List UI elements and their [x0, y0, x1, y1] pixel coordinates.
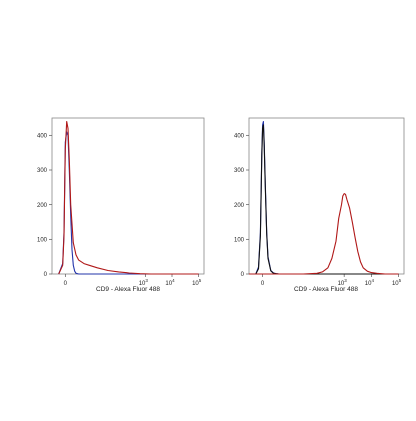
y-tick-label: 0 — [241, 272, 245, 278]
y-tick-label: 100 — [234, 238, 245, 244]
histogram-series — [58, 120, 199, 275]
plot-frame — [51, 117, 205, 275]
y-tick-label: 300 — [234, 168, 245, 174]
histogram-curve — [58, 120, 199, 275]
x-tick-label: 105 — [392, 278, 402, 287]
y-tick-label: 0 — [44, 272, 48, 278]
histogram-series — [249, 120, 399, 275]
x-tick-label: 0 — [261, 281, 265, 287]
x-tick-label: 103 — [338, 278, 348, 287]
histogram-panel-right: 0 100 200 300 400 0 103 104 105 CD9 - Alexa Fluo… — [234, 117, 405, 293]
x-tick-label: 0 — [64, 281, 68, 287]
histogram-panel-left: 0 100 200 300 400 0 103 104 105 CD9 - Alexa Fluo… — [37, 117, 205, 293]
x-tick-label: 105 — [192, 278, 202, 287]
x-tick-label: 104 — [365, 278, 375, 287]
x-axis-label: CD9 - Alexa Fluor 488 — [294, 286, 358, 293]
y-tick-label: 400 — [37, 134, 48, 140]
axis-ticks: 0 100 200 300 400 0 103 104 105 — [234, 134, 402, 287]
x-tick-label: 104 — [165, 278, 175, 287]
x-axis-label: CD9 - Alexa Fluor 488 — [96, 286, 160, 293]
histogram-curve — [249, 193, 399, 275]
y-tick-label: 200 — [37, 203, 48, 209]
y-tick-label: 300 — [37, 168, 48, 174]
y-tick-label: 100 — [37, 238, 48, 244]
y-tick-label: 200 — [234, 203, 245, 209]
y-tick-label: 400 — [234, 134, 245, 140]
plot-frame — [248, 117, 405, 275]
x-tick-label: 103 — [139, 278, 149, 287]
